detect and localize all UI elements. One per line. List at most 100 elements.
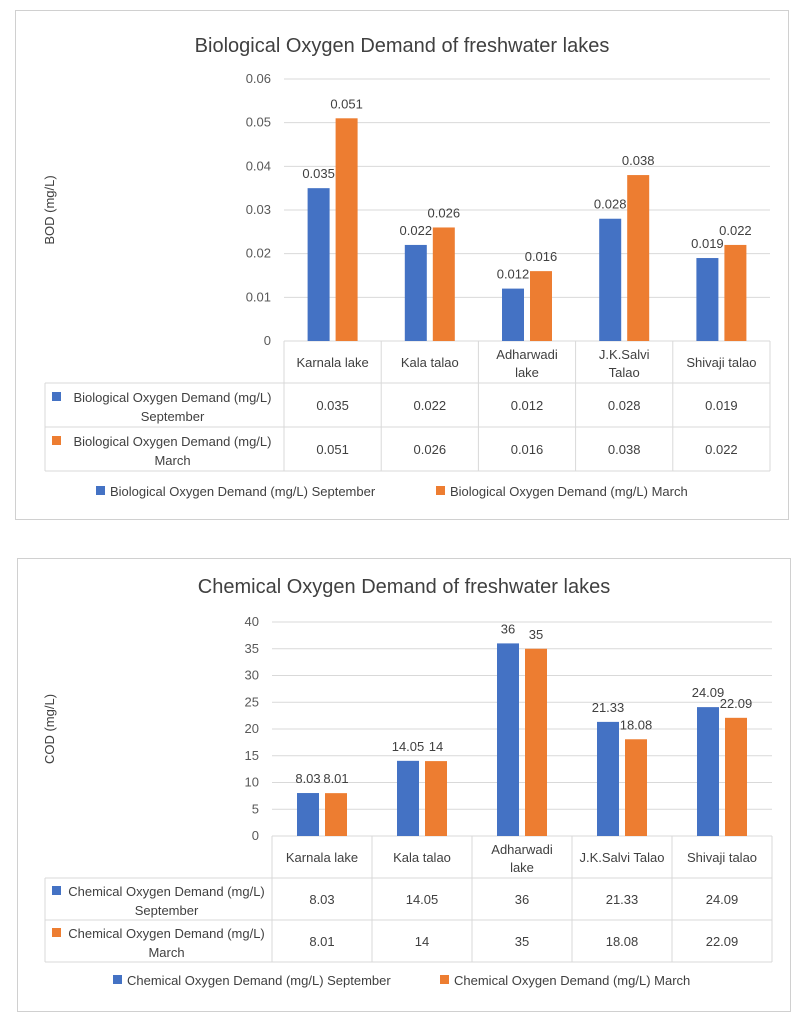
bar-march: [625, 739, 647, 836]
table-cell: 0.012: [511, 398, 544, 413]
table-cell: 8.01: [309, 934, 334, 949]
data-label: 22.09: [720, 696, 753, 711]
bar-september: [599, 218, 622, 341]
table-cell: 0.022: [414, 398, 447, 413]
data-label: 0.012: [497, 267, 530, 282]
y-tick-label: 0.04: [246, 158, 271, 173]
bar-september: [307, 188, 330, 341]
legend-label: Chemical Oxygen Demand (mg/L) March: [454, 973, 690, 988]
bar-march: [724, 244, 747, 341]
table-cell: 8.03: [309, 892, 334, 907]
y-tick-label: 5: [252, 801, 259, 816]
chart-title: Biological Oxygen Demand of freshwater l…: [195, 35, 610, 57]
table-row-label: Biological Oxygen Demand (mg/L) March: [74, 434, 272, 468]
x-tick-label: Shivaji talao: [686, 355, 756, 370]
y-axis-label: BOD (mg/L): [42, 175, 57, 244]
data-label: 0.051: [330, 96, 363, 111]
data-label: 8.03: [295, 771, 320, 786]
data-label: 18.08: [620, 717, 653, 732]
bar-march: [325, 793, 347, 836]
bar-september: [597, 721, 619, 836]
table-legend-key: [52, 928, 61, 937]
table-cell: 0.038: [608, 442, 641, 457]
table-cell: 0.019: [705, 398, 738, 413]
y-tick-label: 0.06: [246, 71, 271, 86]
table-cell: 14: [415, 934, 429, 949]
x-tick-label: Kala talao: [393, 850, 451, 865]
chart-title: Chemical Oxygen Demand of freshwater lak…: [198, 576, 610, 598]
table-cell: 18.08: [606, 934, 639, 949]
legend-label: Chemical Oxygen Demand (mg/L) September: [127, 973, 391, 988]
bar-september: [697, 707, 719, 836]
y-tick-label: 0: [264, 333, 271, 348]
bod-chart-panel: Biological Oxygen Demand of freshwater l…: [15, 10, 789, 520]
table-cell: 22.09: [706, 934, 739, 949]
table-row-label: Chemical Oxygen Demand (mg/L) September: [68, 884, 265, 918]
y-tick-label: 25: [245, 694, 259, 709]
table-cell: 24.09: [706, 892, 739, 907]
table-cell: 0.026: [414, 442, 447, 457]
y-tick-label: 0: [252, 828, 259, 843]
table-cell: 14.05: [406, 892, 439, 907]
bar-march: [432, 227, 455, 341]
table-row-label: Biological Oxygen Demand (mg/L) September: [74, 390, 272, 424]
data-label: 0.035: [302, 166, 335, 181]
y-tick-label: 0.05: [246, 115, 271, 130]
bar-march: [525, 648, 547, 836]
legend-key-march: [436, 486, 445, 495]
y-tick-label: 40: [245, 614, 259, 629]
cod-chart-panel: Chemical Oxygen Demand of freshwater lak…: [17, 558, 791, 1012]
data-label: 0.022: [400, 223, 433, 238]
data-label: 0.028: [594, 197, 627, 212]
y-tick-label: 15: [245, 748, 259, 763]
x-tick-label: Adharwadi lake: [496, 347, 558, 380]
table-legend-key: [52, 886, 61, 895]
bar-march: [725, 717, 747, 836]
bar-september: [696, 258, 719, 341]
bar-march: [335, 118, 358, 341]
data-label: 36: [501, 621, 515, 636]
table-cell: 0.035: [316, 398, 349, 413]
x-tick-label: Kala talao: [401, 355, 459, 370]
table-cell: 0.028: [608, 398, 641, 413]
y-tick-label: 35: [245, 641, 259, 656]
bar-september: [397, 760, 419, 836]
table-cell: 21.33: [606, 892, 639, 907]
data-label: 0.026: [428, 205, 461, 220]
data-label: 0.038: [622, 153, 655, 168]
table-cell: 35: [515, 934, 529, 949]
data-label: 0.016: [525, 249, 558, 264]
table-cell: 0.022: [705, 442, 738, 457]
table-legend-key: [52, 392, 61, 401]
data-label: 14: [429, 739, 443, 754]
legend-key-march: [440, 975, 449, 984]
legend-label: Biological Oxygen Demand (mg/L) March: [450, 484, 688, 499]
x-tick-label: Karnala lake: [296, 355, 368, 370]
legend-label: Biological Oxygen Demand (mg/L) Septembe…: [110, 484, 376, 499]
y-tick-label: 20: [245, 721, 259, 736]
x-tick-label: Adharwadi lake: [491, 842, 553, 875]
x-tick-label: Shivaji talao: [687, 850, 757, 865]
y-tick-label: 0.03: [246, 202, 271, 217]
x-tick-label: Karnala lake: [286, 850, 358, 865]
x-tick-label: J.K.Salvi Talao: [579, 850, 664, 865]
y-axis-label: COD (mg/L): [42, 694, 57, 764]
table-row-label: Chemical Oxygen Demand (mg/L) March: [68, 926, 265, 960]
bar-september: [502, 288, 524, 341]
data-label: 0.022: [719, 223, 752, 238]
legend-key-september: [113, 975, 122, 984]
y-tick-label: 30: [245, 668, 259, 683]
cod-chart: Chemical Oxygen Demand of freshwater lak…: [42, 576, 773, 988]
table-cell: 36: [515, 892, 529, 907]
legend-key-september: [96, 486, 105, 495]
y-tick-label: 0.01: [246, 289, 271, 304]
y-tick-label: 10: [245, 775, 259, 790]
x-tick-label: J.K.Salvi Talao: [599, 347, 650, 380]
bar-september: [404, 244, 427, 341]
bar-march: [627, 175, 650, 341]
bar-september: [497, 643, 519, 836]
data-label: 8.01: [323, 771, 348, 786]
bar-september: [297, 793, 319, 836]
data-label: 14.05: [392, 739, 425, 754]
data-label: 21.33: [592, 700, 625, 715]
